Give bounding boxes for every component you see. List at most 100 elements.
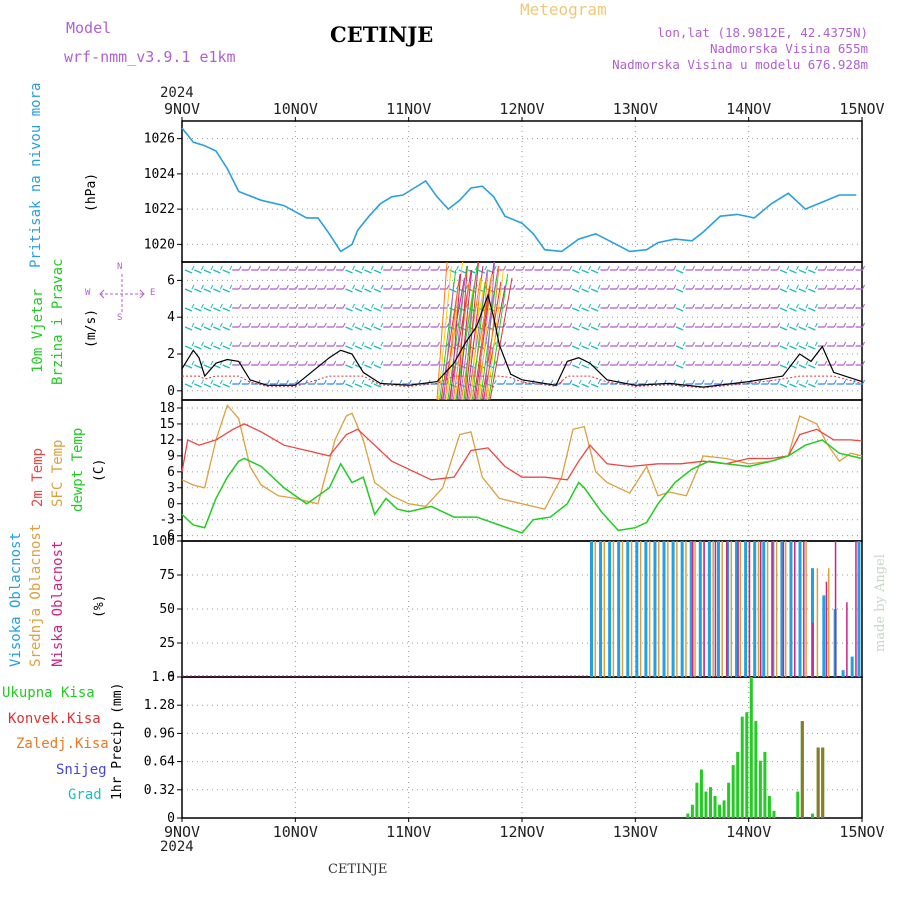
cloud-bar [621,541,624,677]
wind-barb [364,307,372,312]
wind-barb [644,360,648,366]
wind-barb [503,303,507,309]
wind-barb [361,341,365,347]
wind-barb [373,383,382,388]
wind-barb [184,345,193,350]
wind-barb [682,379,686,385]
wind-barb [581,383,589,388]
wind-barb [644,322,648,328]
wind-barb [540,303,544,309]
cloud-bar [771,541,773,677]
wind-barb [862,303,866,309]
wind-barb [389,341,393,347]
wind-barb [789,326,797,331]
cloud-bar [789,541,793,677]
cloud-bar [692,541,694,677]
wind-barb [522,303,526,309]
x-tick-label-top: 9NOV [164,100,200,118]
wind-barb [824,284,828,290]
wind-barb [373,364,382,369]
wind-barb [729,341,733,347]
meteogram-title: Meteogram [520,0,607,19]
wind-barb [354,383,363,388]
wind-barb [194,383,202,388]
wind-barb [380,303,384,309]
wind-barb [323,284,327,290]
wind-barb [795,360,799,366]
wind-barb [805,360,809,366]
precip-bar [690,804,694,818]
wind-barb-strong [444,285,459,401]
wind-barb [238,379,242,385]
y-tick-label: 0.64 [144,755,175,770]
wind-barb [285,322,289,328]
wind-barb [285,341,289,347]
wind-barb [219,341,223,347]
wind-barb [569,322,573,328]
wind-barb [399,322,403,328]
wind-barb [779,288,788,293]
wind-barb [522,360,526,366]
cloud-bar [803,541,805,677]
wind-barb [531,265,535,271]
wind-barb [569,303,573,309]
wind-barb [795,379,799,385]
wind-barb [194,326,202,331]
cloud-bar [689,541,693,677]
wind-barb [399,379,403,385]
wind-barb [590,307,599,312]
wind-barb [729,360,733,366]
wind-barb [486,364,495,369]
wind-barb [673,322,677,328]
wind-barb [798,383,807,388]
wind-barb [581,326,589,331]
wind-barb [345,307,353,312]
wind-barb [323,360,327,366]
wind-barb [493,341,497,347]
wind-barb [194,307,202,312]
wind-barb-strong [456,265,468,401]
wind-barb [814,360,818,366]
precip-bar [727,782,731,818]
wind-barb [852,322,856,328]
precip-bar [749,677,753,818]
wind-barb [786,379,790,385]
wind-barb [786,284,790,290]
wind-barb [571,364,580,369]
wind-barb [720,303,724,309]
cloud-bar [680,541,684,677]
y-tick-label: 0 [167,811,175,826]
precip-bar [695,782,699,818]
wind-barb [692,265,696,271]
wind-barb [569,379,573,385]
wind-barb [798,307,807,312]
precip-bar [686,813,690,818]
wind-barb [437,265,441,271]
x-tick-label-top: 13NOV [613,100,658,118]
wind-barb [238,341,242,347]
wind-barb [191,379,195,385]
wind-barb [805,322,809,328]
wind-barb [361,360,365,366]
wind-barb [663,341,667,347]
wind-barb [304,284,308,290]
wind-barb [222,269,231,274]
wind-barb [285,284,289,290]
wind-barb [833,303,837,309]
precip-bar [758,760,762,818]
wind-barb [758,341,762,347]
wind-barb [446,265,450,271]
wind-barb [779,383,788,388]
wind-barb [314,341,318,347]
wind-barb [862,284,866,290]
wind-barb [789,383,797,388]
wind-barb [418,322,422,328]
wind-barb [795,341,799,347]
wind-barb [852,265,856,271]
wind-barb [354,269,363,274]
wind-barb [323,303,327,309]
wind-barb [675,364,684,369]
wind-barb [361,322,365,328]
wind-barb [361,265,365,271]
